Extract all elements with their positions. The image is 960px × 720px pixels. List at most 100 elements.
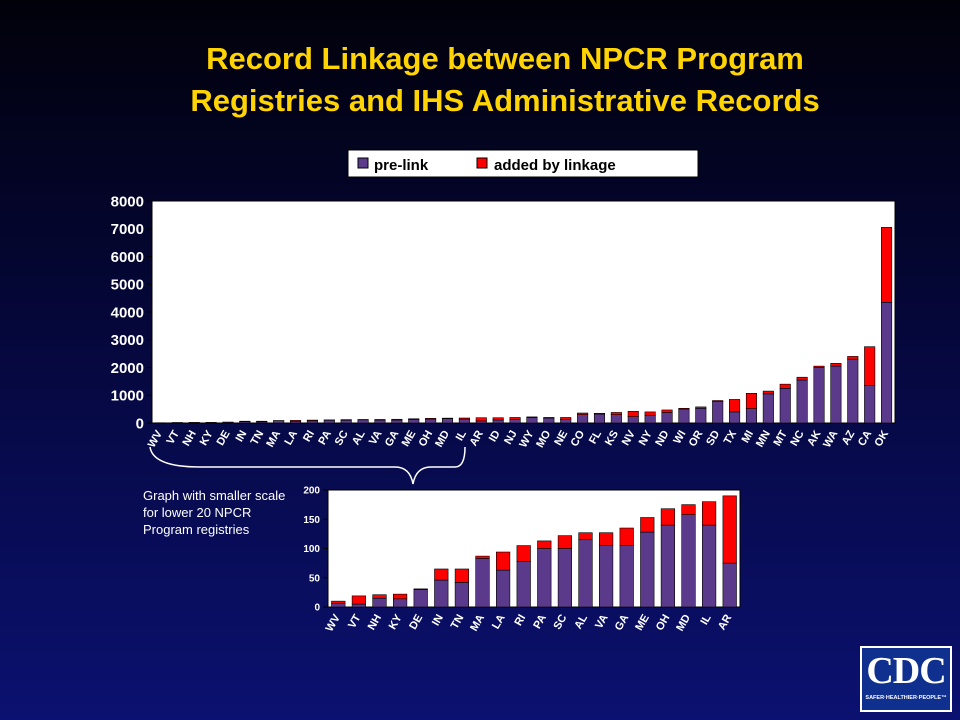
main-bar-added-ok [881,227,893,303]
main-x-tick-label: WA [821,428,840,449]
inset-bar-prelink-nh [372,597,387,608]
main-bar-prelink-wy [526,417,538,424]
main-bar-prelink-nv [627,416,639,424]
main-x-tick-label: IL [454,428,469,443]
main-bar-prelink-ri [306,420,318,424]
inset-plot-area [327,489,741,608]
main-bar-added-la [289,420,302,422]
inset-bar-added-ga [619,527,634,546]
main-bar-added-wy [526,416,538,418]
inset-y-tick-label: 100 [303,544,320,555]
main-bar-prelink-ma [273,420,285,424]
main-bar-added-nd [661,409,673,413]
main-bar-prelink-ak [813,367,825,424]
main-bar-prelink-ar [475,420,487,424]
main-bar-prelink-az [847,358,859,424]
main-x-tick-label: RI [301,429,317,445]
main-bar-added-ar [475,417,487,422]
inset-bar-added-de [413,588,428,590]
inset-y-tick-label: 50 [309,573,321,584]
main-x-tick-label: MA [264,428,283,449]
inset-bar-added-ky [393,593,408,600]
main-x-tick-label: NH [180,428,198,448]
inset-y-tick-label: 150 [303,515,320,526]
main-bar-added-mo [543,417,555,419]
cdc-logo-mark: CDC [866,650,946,692]
inset-bar-prelink-sc [557,548,572,608]
main-bar-prelink-ne [560,419,572,424]
inset-x-tick-label: MD [674,612,693,633]
inset-bar-prelink-oh [660,524,675,608]
main-x-tick-label: TX [722,428,740,447]
main-bar-prelink-ok [881,301,893,424]
main-x-tick-label: GA [383,428,402,448]
inset-bar-added-va [599,532,614,546]
main-bar-prelink-nj [509,419,521,424]
main-x-tick-label: AL [350,428,368,447]
main-bar-prelink-ny [644,414,656,424]
inset-bar-added-ar [722,495,737,564]
main-bar-added-co [577,412,589,415]
main-bar-prelink-va [374,419,386,424]
main-bar-added-wa [830,363,842,367]
main-y-tick-label: 2000 [111,360,144,377]
main-y-tick-label: 6000 [111,249,144,266]
inset-x-tick-label: AL [572,612,590,631]
main-bar-added-nj [509,417,521,420]
main-x-tick-label: MO [534,428,553,450]
main-bar-prelink-or [695,407,707,424]
main-x-tick-label: NE [552,429,570,448]
main-y-tick-label: 5000 [111,277,144,294]
brace-connector [149,446,466,485]
inset-bar-prelink-va [599,545,614,608]
title-line-1: Record Linkage between NPCR Program [206,41,804,76]
inset-bar-prelink-il [702,524,717,608]
main-bar-prelink-nd [661,412,673,424]
inset-x-tick-label: PA [531,612,549,631]
inset-x-tick-label: ME [633,613,652,633]
inset-bar-added-md [681,504,696,515]
main-x-tick-label: FL [587,428,604,446]
main-legend: pre-link added by linkage [347,149,699,178]
main-x-tick-label: AZ [840,428,858,447]
inset-bar-added-wv [331,600,346,604]
main-x-tick-label: TN [249,428,267,447]
main-y-tick-label: 0 [136,415,144,432]
inset-bar-added-vt [351,595,366,605]
main-y-tick-label: 8000 [111,193,144,210]
main-bar-prelink-co [577,414,589,424]
main-bar-prelink-mt [779,388,791,424]
main-bar-prelink-wi [678,408,690,424]
main-x-tick-label: VT [165,428,183,446]
inset-x-tick-label: RI [512,613,528,629]
cdc-logo: CDC SAFER·HEALTHIER·PEOPLE™ [860,646,952,712]
main-bar-prelink-fl [593,413,606,424]
main-x-tick-label: VA [367,428,385,447]
main-bar-added-va [374,419,386,421]
main-x-tick-label: WY [517,428,537,450]
main-x-tick-label: WI [671,429,688,447]
inset-x-tick-label: NH [366,612,384,632]
inset-bar-added-nh [372,594,387,599]
inset-x-tick-label: GA [613,612,632,632]
main-bar-added-wi [678,407,690,410]
inset-bar-prelink-me [640,531,655,608]
cdc-logo-tagline: SAFER·HEALTHIER·PEOPLE™ [865,695,947,701]
main-bar-added-nv [627,411,639,417]
inset-bar-prelink-ky [393,598,408,608]
inset-bar-prelink-ri [516,561,531,608]
inset-bar-prelink-ar [722,562,737,608]
main-x-tick-label: SC [333,428,351,447]
inset-bar-prelink-wv [331,603,346,608]
main-bar-prelink-sc [340,419,352,424]
inset-y-tick-label: 200 [303,486,320,497]
inset-bar-prelink-md [681,514,696,608]
main-x-tick-label: MI [740,429,757,446]
title-line-2: Registries and IHS Administrative Record… [190,83,820,118]
main-bar-prelink-oh [425,418,437,424]
main-x-tick-label: OR [687,428,706,448]
main-x-tick-label: ID [487,428,503,444]
inset-x-tick-label: IN [430,612,446,628]
inset-bar-added-la [496,551,511,571]
